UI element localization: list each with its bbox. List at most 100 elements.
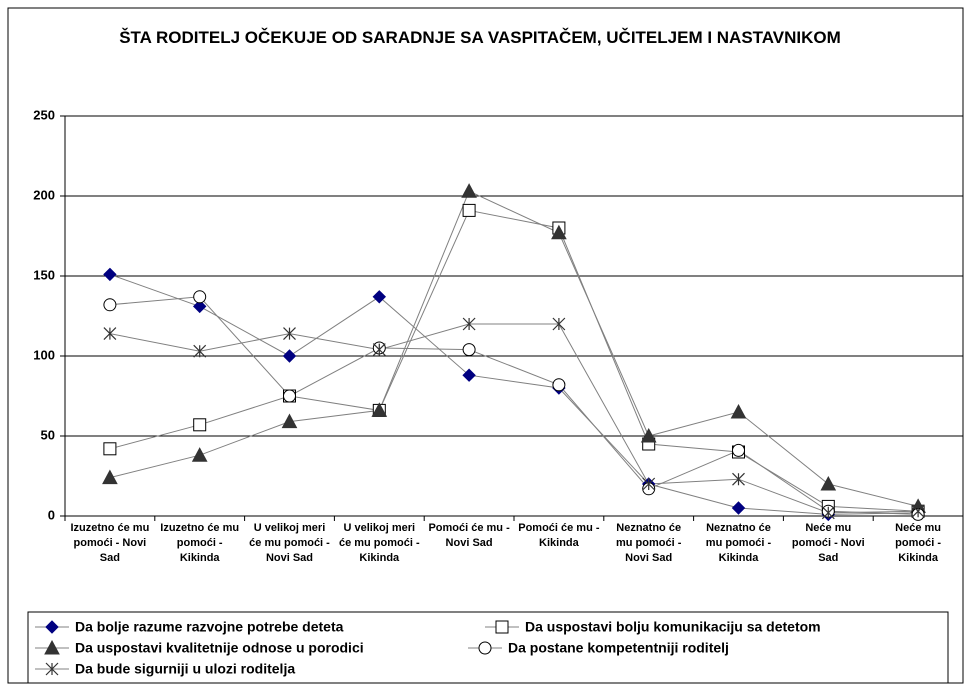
marker <box>103 267 117 282</box>
marker-shape <box>103 267 117 282</box>
marker <box>820 475 837 491</box>
marker-shape <box>640 427 657 443</box>
marker <box>45 620 59 634</box>
series-line <box>109 273 919 515</box>
marker-shape <box>103 327 117 341</box>
legend-label: Da uspostavi kvalitetnije odnose u porod… <box>75 640 364 656</box>
marker-shape <box>193 344 207 358</box>
x-tick-label: U velikoj meri će mu pomoći - Novi Sad <box>249 522 330 564</box>
series-line <box>109 190 919 507</box>
marker-shape <box>730 403 747 419</box>
marker <box>731 501 746 515</box>
marker-shape <box>478 641 492 655</box>
marker <box>911 504 925 518</box>
x-tick-label: Pomoći će mu - Novi Sad <box>428 522 510 549</box>
marker <box>192 299 207 314</box>
marker <box>462 368 476 382</box>
marker <box>462 317 476 331</box>
y-tick-label: 50 <box>41 427 55 442</box>
marker-shape <box>282 349 297 363</box>
legend-label: Da bude sigurniji u ulozi roditelja <box>75 661 295 677</box>
marker-shape <box>103 298 117 312</box>
marker <box>495 620 509 634</box>
marker <box>640 427 657 443</box>
marker <box>372 343 386 357</box>
marker <box>478 641 492 655</box>
chart-frame <box>7 7 964 684</box>
marker <box>462 203 476 217</box>
marker-shape <box>192 299 207 314</box>
marker-shape <box>495 620 509 634</box>
marker-shape <box>551 224 567 240</box>
x-tick-label: Neće mu pomoći - Novi Sad <box>791 522 865 564</box>
y-tick-label: 100 <box>33 347 55 362</box>
x-tick-label: Neznatno će mu pomoći - Kikinda <box>705 522 772 564</box>
marker <box>552 378 566 392</box>
marker <box>103 442 117 456</box>
marker-shape <box>462 317 476 331</box>
x-tick-label: Izuzetno će mu pomoći - Novi Sad <box>70 522 150 564</box>
marker-shape <box>372 343 386 357</box>
x-tick-label: U velikoj meri će mu pomoći - Kikinda <box>338 522 420 564</box>
marker-shape <box>731 501 746 515</box>
series-line <box>109 209 919 512</box>
marker <box>372 290 387 304</box>
marker-shape <box>283 389 296 403</box>
marker-shape <box>552 378 566 392</box>
marker <box>193 418 207 432</box>
marker-shape <box>193 418 207 432</box>
marker-shape <box>461 183 477 198</box>
marker-shape <box>44 639 60 655</box>
marker-shape <box>102 469 118 485</box>
x-tick-label: Neznatno će mu pomoći - Novi Sad <box>615 522 682 564</box>
chart-title: ŠTA RODITELJ OČEKUJE OD SARADNJE SA VASP… <box>119 28 841 47</box>
legend-label: Da bolje razume razvojne potrebe deteta <box>75 619 344 635</box>
marker-shape <box>911 504 925 518</box>
legend-label: Da uspostavi bolju komunikaciju sa detet… <box>525 619 821 635</box>
marker-shape <box>462 203 476 217</box>
marker-shape <box>193 290 207 304</box>
x-tick-label: Izuzetno će mu pomoći - Kikinda <box>160 522 240 564</box>
marker-shape <box>45 620 59 634</box>
marker-shape <box>462 343 476 357</box>
marker <box>281 413 298 429</box>
marker <box>103 298 117 312</box>
marker <box>552 317 566 331</box>
marker <box>191 447 208 462</box>
marker <box>282 349 297 363</box>
marker <box>732 472 745 486</box>
marker <box>732 443 745 457</box>
x-tick-label: Neće mu pomoći - Kikinda <box>895 522 942 564</box>
y-tick-label: 200 <box>33 187 55 202</box>
marker <box>283 389 296 403</box>
legend-label: Da postane kompetentniji roditelj <box>508 640 729 656</box>
marker <box>193 290 207 304</box>
series-line <box>109 323 919 514</box>
series-line <box>109 296 919 515</box>
marker-shape <box>821 506 835 520</box>
x-tick-label: Pomoći će mu - Kikinda <box>518 522 600 549</box>
marker <box>103 327 117 341</box>
marker <box>102 469 118 485</box>
marker-shape <box>191 447 208 462</box>
marker <box>44 639 60 655</box>
marker-shape <box>462 368 476 382</box>
marker <box>730 403 747 419</box>
y-tick-label: 0 <box>48 507 55 522</box>
marker <box>462 343 476 357</box>
marker-shape <box>371 402 388 417</box>
marker-shape <box>281 413 298 429</box>
marker <box>283 327 296 341</box>
marker <box>642 477 656 491</box>
marker <box>461 183 477 198</box>
marker-shape <box>283 327 296 341</box>
y-tick-label: 250 <box>33 107 55 122</box>
marker <box>371 402 388 417</box>
marker <box>821 506 835 520</box>
marker-shape <box>642 477 656 491</box>
marker-shape <box>732 472 745 486</box>
marker <box>45 662 59 676</box>
marker-shape <box>45 662 59 676</box>
